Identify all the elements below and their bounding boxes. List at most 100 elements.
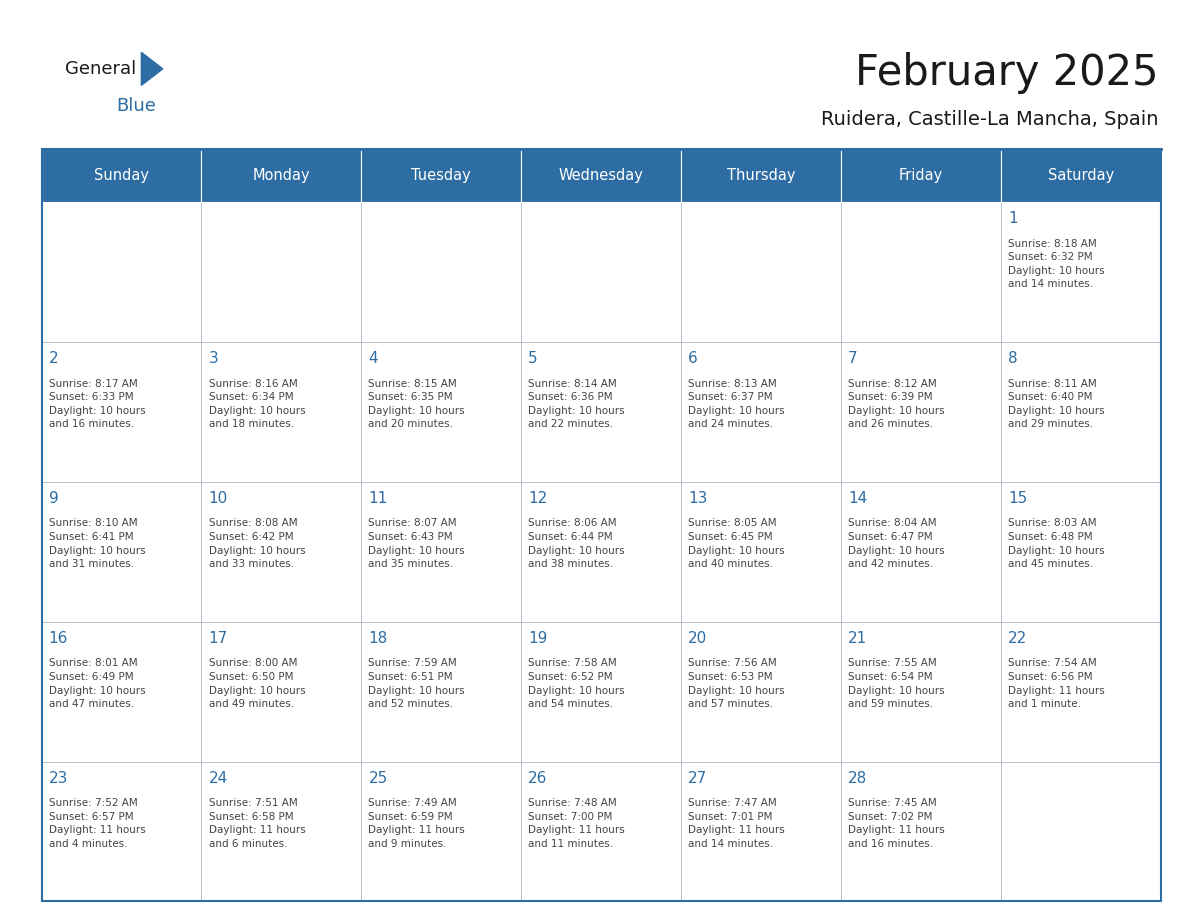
Bar: [202, 621, 361, 762]
Text: February 2025: February 2025: [855, 52, 1158, 95]
Text: 5: 5: [529, 351, 538, 366]
Text: 25: 25: [368, 771, 387, 786]
Text: 6: 6: [688, 351, 697, 366]
Text: Sunrise: 7:48 AM
Sunset: 7:00 PM
Daylight: 11 hours
and 11 minutes.: Sunrise: 7:48 AM Sunset: 7:00 PM Dayligh…: [529, 799, 625, 849]
Text: Wednesday: Wednesday: [558, 168, 644, 183]
Text: Sunrise: 8:15 AM
Sunset: 6:35 PM
Daylight: 10 hours
and 20 minutes.: Sunrise: 8:15 AM Sunset: 6:35 PM Dayligh…: [368, 378, 465, 430]
Bar: [202, 482, 361, 621]
Text: Sunrise: 7:45 AM
Sunset: 7:02 PM
Daylight: 11 hours
and 16 minutes.: Sunrise: 7:45 AM Sunset: 7:02 PM Dayligh…: [848, 799, 944, 849]
Bar: [841, 762, 1000, 901]
Text: Sunrise: 7:55 AM
Sunset: 6:54 PM
Daylight: 10 hours
and 59 minutes.: Sunrise: 7:55 AM Sunset: 6:54 PM Dayligh…: [848, 658, 944, 710]
Text: Sunrise: 8:14 AM
Sunset: 6:36 PM
Daylight: 10 hours
and 22 minutes.: Sunrise: 8:14 AM Sunset: 6:36 PM Dayligh…: [529, 378, 625, 430]
Bar: [42, 149, 202, 202]
Text: 1: 1: [1007, 211, 1018, 226]
Text: Tuesday: Tuesday: [411, 168, 472, 183]
Bar: [1000, 149, 1161, 202]
Text: 3: 3: [209, 351, 219, 366]
Bar: [841, 621, 1000, 762]
Text: 24: 24: [209, 771, 228, 786]
Bar: [841, 202, 1000, 341]
Text: Sunrise: 8:18 AM
Sunset: 6:32 PM
Daylight: 10 hours
and 14 minutes.: Sunrise: 8:18 AM Sunset: 6:32 PM Dayligh…: [1007, 239, 1105, 289]
Text: 22: 22: [1007, 631, 1028, 646]
Text: Sunrise: 8:16 AM
Sunset: 6:34 PM
Daylight: 10 hours
and 18 minutes.: Sunrise: 8:16 AM Sunset: 6:34 PM Dayligh…: [209, 378, 305, 430]
Text: Sunrise: 7:59 AM
Sunset: 6:51 PM
Daylight: 10 hours
and 52 minutes.: Sunrise: 7:59 AM Sunset: 6:51 PM Dayligh…: [368, 658, 465, 710]
Text: 18: 18: [368, 631, 387, 646]
Text: 2: 2: [49, 351, 58, 366]
Text: 15: 15: [1007, 491, 1028, 506]
Bar: [361, 762, 522, 901]
Bar: [681, 621, 841, 762]
Bar: [681, 341, 841, 482]
Bar: [522, 621, 681, 762]
Text: 27: 27: [688, 771, 707, 786]
Polygon shape: [141, 52, 163, 85]
Text: Sunrise: 7:51 AM
Sunset: 6:58 PM
Daylight: 11 hours
and 6 minutes.: Sunrise: 7:51 AM Sunset: 6:58 PM Dayligh…: [209, 799, 305, 849]
Text: Sunrise: 8:13 AM
Sunset: 6:37 PM
Daylight: 10 hours
and 24 minutes.: Sunrise: 8:13 AM Sunset: 6:37 PM Dayligh…: [688, 378, 785, 430]
Bar: [1000, 621, 1161, 762]
Text: Sunrise: 8:03 AM
Sunset: 6:48 PM
Daylight: 10 hours
and 45 minutes.: Sunrise: 8:03 AM Sunset: 6:48 PM Dayligh…: [1007, 519, 1105, 569]
Text: Sunrise: 8:07 AM
Sunset: 6:43 PM
Daylight: 10 hours
and 35 minutes.: Sunrise: 8:07 AM Sunset: 6:43 PM Dayligh…: [368, 519, 465, 569]
Text: 13: 13: [688, 491, 708, 506]
Text: Sunrise: 8:01 AM
Sunset: 6:49 PM
Daylight: 10 hours
and 47 minutes.: Sunrise: 8:01 AM Sunset: 6:49 PM Dayligh…: [49, 658, 145, 710]
Bar: [681, 202, 841, 341]
Text: Sunday: Sunday: [94, 168, 148, 183]
Text: Sunrise: 8:17 AM
Sunset: 6:33 PM
Daylight: 10 hours
and 16 minutes.: Sunrise: 8:17 AM Sunset: 6:33 PM Dayligh…: [49, 378, 145, 430]
Bar: [522, 762, 681, 901]
Text: Saturday: Saturday: [1048, 168, 1114, 183]
Text: Sunrise: 7:47 AM
Sunset: 7:01 PM
Daylight: 11 hours
and 14 minutes.: Sunrise: 7:47 AM Sunset: 7:01 PM Dayligh…: [688, 799, 785, 849]
Text: Sunrise: 8:10 AM
Sunset: 6:41 PM
Daylight: 10 hours
and 31 minutes.: Sunrise: 8:10 AM Sunset: 6:41 PM Dayligh…: [49, 519, 145, 569]
Text: 8: 8: [1007, 351, 1018, 366]
Bar: [42, 762, 202, 901]
Bar: [522, 202, 681, 341]
Text: Ruidera, Castille-La Mancha, Spain: Ruidera, Castille-La Mancha, Spain: [821, 110, 1158, 129]
Bar: [42, 341, 202, 482]
Bar: [841, 341, 1000, 482]
Text: Sunrise: 7:52 AM
Sunset: 6:57 PM
Daylight: 11 hours
and 4 minutes.: Sunrise: 7:52 AM Sunset: 6:57 PM Dayligh…: [49, 799, 145, 849]
Bar: [361, 482, 522, 621]
Bar: [1000, 202, 1161, 341]
Text: Sunrise: 8:06 AM
Sunset: 6:44 PM
Daylight: 10 hours
and 38 minutes.: Sunrise: 8:06 AM Sunset: 6:44 PM Dayligh…: [529, 519, 625, 569]
Text: Sunrise: 7:56 AM
Sunset: 6:53 PM
Daylight: 10 hours
and 57 minutes.: Sunrise: 7:56 AM Sunset: 6:53 PM Dayligh…: [688, 658, 785, 710]
Bar: [202, 762, 361, 901]
Text: Sunrise: 7:58 AM
Sunset: 6:52 PM
Daylight: 10 hours
and 54 minutes.: Sunrise: 7:58 AM Sunset: 6:52 PM Dayligh…: [529, 658, 625, 710]
Text: Sunrise: 8:12 AM
Sunset: 6:39 PM
Daylight: 10 hours
and 26 minutes.: Sunrise: 8:12 AM Sunset: 6:39 PM Dayligh…: [848, 378, 944, 430]
Bar: [42, 621, 202, 762]
Text: 19: 19: [529, 631, 548, 646]
Text: Sunrise: 8:05 AM
Sunset: 6:45 PM
Daylight: 10 hours
and 40 minutes.: Sunrise: 8:05 AM Sunset: 6:45 PM Dayligh…: [688, 519, 785, 569]
Text: Sunrise: 8:08 AM
Sunset: 6:42 PM
Daylight: 10 hours
and 33 minutes.: Sunrise: 8:08 AM Sunset: 6:42 PM Dayligh…: [209, 519, 305, 569]
Text: Monday: Monday: [253, 168, 310, 183]
Bar: [202, 202, 361, 341]
Bar: [681, 149, 841, 202]
Text: 11: 11: [368, 491, 387, 506]
Text: 7: 7: [848, 351, 858, 366]
Bar: [361, 341, 522, 482]
Bar: [681, 762, 841, 901]
Text: Sunrise: 7:49 AM
Sunset: 6:59 PM
Daylight: 11 hours
and 9 minutes.: Sunrise: 7:49 AM Sunset: 6:59 PM Dayligh…: [368, 799, 466, 849]
Bar: [202, 149, 361, 202]
Bar: [1000, 482, 1161, 621]
Text: Friday: Friday: [899, 168, 943, 183]
Text: 10: 10: [209, 491, 228, 506]
Bar: [42, 149, 1161, 901]
Bar: [361, 621, 522, 762]
Text: Thursday: Thursday: [727, 168, 795, 183]
Text: 16: 16: [49, 631, 68, 646]
Text: 20: 20: [688, 631, 707, 646]
Bar: [841, 149, 1000, 202]
Bar: [522, 341, 681, 482]
Bar: [681, 482, 841, 621]
Text: 4: 4: [368, 351, 378, 366]
Text: Sunrise: 8:00 AM
Sunset: 6:50 PM
Daylight: 10 hours
and 49 minutes.: Sunrise: 8:00 AM Sunset: 6:50 PM Dayligh…: [209, 658, 305, 710]
Bar: [522, 482, 681, 621]
Text: Blue: Blue: [116, 96, 157, 115]
Text: Sunrise: 8:04 AM
Sunset: 6:47 PM
Daylight: 10 hours
and 42 minutes.: Sunrise: 8:04 AM Sunset: 6:47 PM Dayligh…: [848, 519, 944, 569]
Bar: [42, 202, 202, 341]
Bar: [361, 149, 522, 202]
Text: 26: 26: [529, 771, 548, 786]
Text: 28: 28: [848, 771, 867, 786]
Bar: [361, 202, 522, 341]
Text: Sunrise: 8:11 AM
Sunset: 6:40 PM
Daylight: 10 hours
and 29 minutes.: Sunrise: 8:11 AM Sunset: 6:40 PM Dayligh…: [1007, 378, 1105, 430]
Bar: [1000, 341, 1161, 482]
Text: 9: 9: [49, 491, 58, 506]
Bar: [202, 341, 361, 482]
